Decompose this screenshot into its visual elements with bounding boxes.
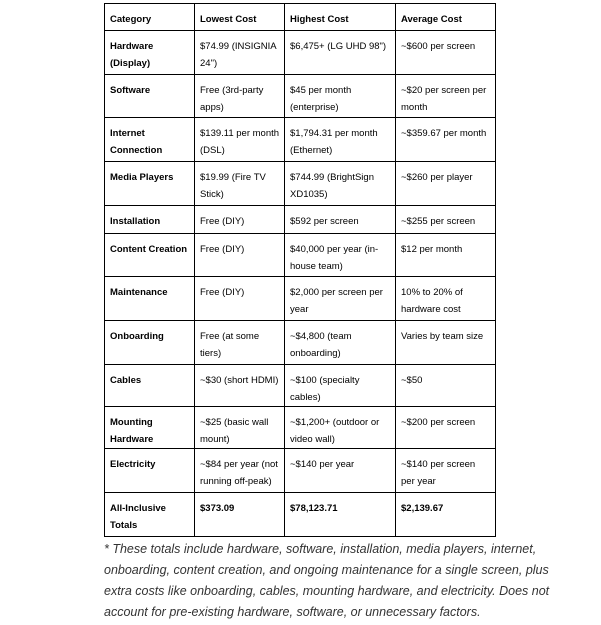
row-category: Internet Connection: [104, 117, 195, 162]
column-header: Lowest Cost: [194, 3, 285, 31]
table-row: Maintenance Free (DIY) $2,000 per screen p…: [104, 276, 496, 321]
table-row: Mounting Hardware ~$25 (basic wall mount)…: [104, 406, 496, 449]
table-cell: ~$25 (basic wall mount): [194, 406, 285, 449]
table-row: Onboarding Free (at some tiers) ~$4,800 (t…: [104, 320, 496, 365]
table-row: Internet Connection $139.11 per month (DS…: [104, 117, 496, 162]
column-header: Category: [104, 3, 195, 31]
column-header: Average Cost: [395, 3, 496, 31]
table-cell: ~$140 per screen per year: [395, 448, 496, 493]
table-cell: $78,123.71: [284, 492, 396, 537]
column-header: Highest Cost: [284, 3, 396, 31]
row-category: Electricity: [104, 448, 195, 493]
table-row: Electricity ~$84 per year (not running of…: [104, 448, 496, 493]
cost-table: Category Lowest Cost Highest Cost Average C…: [104, 3, 496, 537]
table-cell: $744.99 (BrightSign XD1035): [284, 161, 396, 206]
table-cell: ~$1,200+ (outdoor or video wall): [284, 406, 396, 449]
table-cell: ~$255 per screen: [395, 205, 496, 234]
table-row: Installation Free (DIY) $592 per screen ~$2…: [104, 205, 496, 234]
row-category: Content Creation: [104, 233, 195, 277]
table-row: Cables ~$30 (short HDMI) ~$100 (specialty …: [104, 364, 496, 407]
table-cell: ~$20 per screen per month: [395, 74, 496, 118]
table-cell: ~$100 (specialty cables): [284, 364, 396, 407]
row-category: Onboarding: [104, 320, 195, 365]
table-cell: ~$84 per year (not running off-peak): [194, 448, 285, 493]
table-row: Content Creation Free (DIY) $40,000 per ye…: [104, 233, 496, 277]
row-category: Software: [104, 74, 195, 118]
table-cell: $1,794.31 per month (Ethernet): [284, 117, 396, 162]
table-row: All-Inclusive Totals $373.09 $78,123.71 $2,…: [104, 492, 496, 537]
table-cell: ~$200 per screen: [395, 406, 496, 449]
table-cell: $74.99 (INSIGNIA 24"): [194, 30, 285, 75]
table-cell: ~$260 per player: [395, 161, 496, 206]
table-cell: ~$600 per screen: [395, 30, 496, 75]
row-category: Installation: [104, 205, 195, 234]
table-cell: Free (DIY): [194, 205, 285, 234]
table-cell: $19.99 (Fire TV Stick): [194, 161, 285, 206]
table-cell: $12 per month: [395, 233, 496, 277]
table-cell: ~$4,800 (team onboarding): [284, 320, 396, 365]
table-cell: $6,475+ (LG UHD 98"): [284, 30, 396, 75]
table-cell: ~$140 per year: [284, 448, 396, 493]
footnote: * These totals include hardware, softwar…: [104, 542, 550, 619]
row-category: Mounting Hardware: [104, 406, 195, 449]
row-category: Hardware (Display): [104, 30, 195, 75]
table-cell: ~$50: [395, 364, 496, 407]
table-cell: $2,139.67: [395, 492, 496, 537]
table-cell: $45 per month (enterprise): [284, 74, 396, 118]
table-cell: 10% to 20% of hardware cost: [395, 276, 496, 321]
table-cell: Free (DIY): [194, 233, 285, 277]
row-category: Cables: [104, 364, 195, 407]
table-cell: Varies by team size: [395, 320, 496, 365]
table-cell: ~$359.67 per month: [395, 117, 496, 162]
table-cell: $592 per screen: [284, 205, 396, 234]
table-row: Software Free (3rd-party apps) $45 per mon…: [104, 74, 496, 118]
table-row: Media Players $19.99 (Fire TV Stick) $744.…: [104, 161, 496, 206]
row-category: All-Inclusive Totals: [104, 492, 195, 537]
table-cell: Free (3rd-party apps): [194, 74, 285, 118]
table-cell: $40,000 per year (in-house team): [284, 233, 396, 277]
table-row: Hardware (Display) $74.99 (INSIGNIA 24") $…: [104, 30, 496, 75]
row-category: Maintenance: [104, 276, 195, 321]
table-cell: $139.11 per month (DSL): [194, 117, 285, 162]
table-cell: Free (DIY): [194, 276, 285, 321]
table-cell: Free (at some tiers): [194, 320, 285, 365]
table-header-row: Category Lowest Cost Highest Cost Average C…: [104, 3, 496, 31]
table-cell: ~$30 (short HDMI): [194, 364, 285, 407]
table-cell: $373.09: [194, 492, 285, 537]
table-cell: $2,000 per screen per year: [284, 276, 396, 321]
row-category: Media Players: [104, 161, 195, 206]
